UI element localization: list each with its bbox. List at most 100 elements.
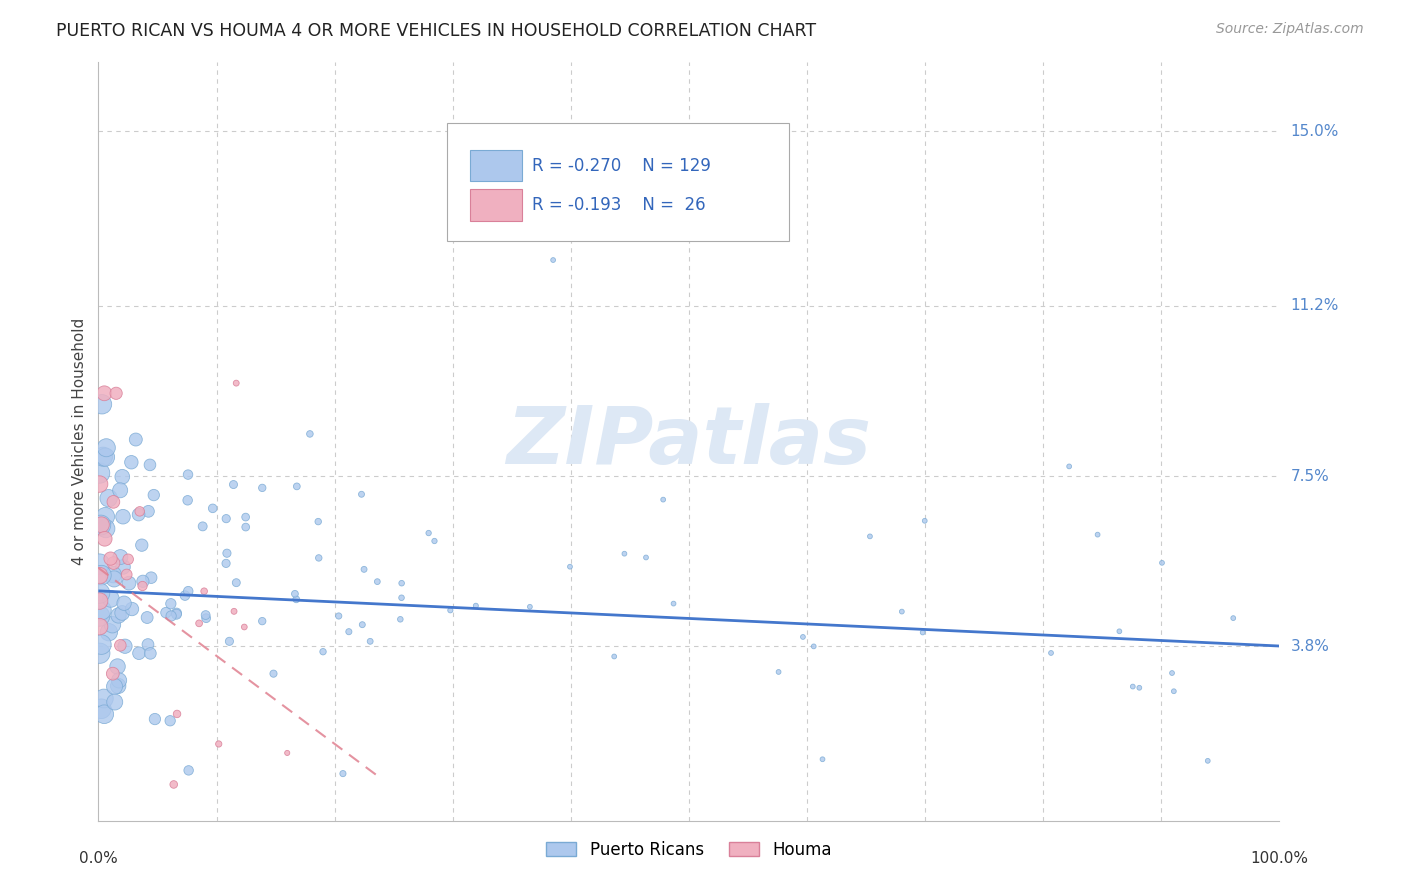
Point (285, 479, 308, 493)
Point (103, 495, 125, 509)
Point (160, 609, 183, 624)
Point (222, 477, 245, 491)
FancyBboxPatch shape (471, 150, 523, 181)
Point (111, 606, 134, 620)
Point (166, 606, 188, 620)
Y-axis label: 4 or more Vehicles in Household: 4 or more Vehicles in Household (72, 318, 87, 566)
Point (103, 680, 125, 694)
Point (1128, 681, 1150, 695)
Point (89, 646, 111, 660)
Text: 15.0%: 15.0% (1291, 124, 1339, 139)
Point (263, 666, 285, 681)
Point (91, 397, 114, 411)
Point (284, 587, 307, 601)
Point (298, 426, 321, 441)
Point (131, 579, 153, 593)
Point (652, 492, 675, 507)
Point (103, 556, 125, 570)
Point (235, 520, 257, 534)
Point (285, 592, 308, 607)
Point (177, 764, 200, 778)
Point (464, 599, 486, 613)
Point (105, 386, 128, 401)
Point (136, 610, 159, 624)
Point (100, 551, 122, 566)
Point (100, 591, 122, 606)
Point (90, 702, 112, 716)
Point (96, 441, 118, 455)
Text: 0.0%: 0.0% (79, 851, 118, 866)
Point (131, 538, 153, 552)
Point (107, 608, 129, 623)
Point (208, 737, 231, 751)
Point (89, 594, 111, 608)
Point (803, 640, 825, 654)
Point (1150, 556, 1173, 570)
Point (90, 638, 112, 652)
Point (93, 707, 115, 722)
Point (94, 509, 117, 524)
Point (389, 612, 412, 626)
Point (89, 609, 111, 624)
Point (107, 659, 129, 673)
Text: R = -0.193    N =  26: R = -0.193 N = 26 (531, 196, 706, 214)
Point (215, 511, 238, 525)
Point (160, 597, 183, 611)
Text: PUERTO RICAN VS HOUMA 4 OR MORE VEHICLES IN HOUSEHOLD CORRELATION CHART: PUERTO RICAN VS HOUMA 4 OR MORE VEHICLES… (56, 22, 817, 40)
Point (103, 572, 125, 586)
Point (1087, 527, 1109, 541)
Point (128, 646, 150, 660)
Point (104, 695, 127, 709)
Point (1222, 611, 1244, 625)
Point (166, 607, 188, 622)
Text: Source: ZipAtlas.com: Source: ZipAtlas.com (1216, 22, 1364, 37)
Point (125, 433, 148, 447)
Point (276, 746, 298, 760)
Point (603, 649, 626, 664)
Point (97, 625, 120, 640)
Point (328, 609, 350, 624)
Point (1108, 624, 1130, 639)
Point (634, 550, 657, 565)
Point (439, 603, 461, 617)
Point (235, 510, 257, 524)
Point (1040, 646, 1063, 660)
Point (859, 529, 882, 543)
Point (143, 712, 166, 726)
Point (139, 458, 162, 472)
Legend: Puerto Ricans, Houma: Puerto Ricans, Houma (540, 834, 838, 865)
Point (350, 487, 373, 501)
Point (174, 589, 197, 603)
Point (101, 666, 124, 681)
Text: 11.2%: 11.2% (1291, 299, 1339, 313)
Point (89, 568, 111, 582)
Point (195, 611, 218, 625)
Point (90, 603, 112, 617)
Point (108, 673, 131, 688)
Point (89, 619, 111, 633)
Point (111, 509, 134, 524)
Point (191, 519, 214, 533)
Point (890, 605, 912, 619)
Point (662, 597, 685, 611)
Text: ZIPatlas: ZIPatlas (506, 402, 872, 481)
Point (163, 777, 186, 791)
Point (120, 455, 142, 469)
Point (332, 766, 354, 780)
Point (811, 752, 834, 766)
Point (252, 481, 274, 495)
Point (107, 679, 129, 693)
Point (391, 576, 413, 591)
Text: 7.5%: 7.5% (1291, 468, 1329, 483)
Point (139, 646, 162, 660)
Point (215, 557, 238, 571)
Point (115, 567, 138, 582)
Point (89, 477, 111, 491)
Text: R = -0.270    N = 129: R = -0.270 N = 129 (531, 157, 711, 175)
Point (155, 606, 177, 620)
Point (101, 617, 124, 632)
Point (110, 638, 132, 652)
Point (112, 560, 135, 574)
Point (94, 450, 117, 464)
FancyBboxPatch shape (471, 189, 523, 221)
